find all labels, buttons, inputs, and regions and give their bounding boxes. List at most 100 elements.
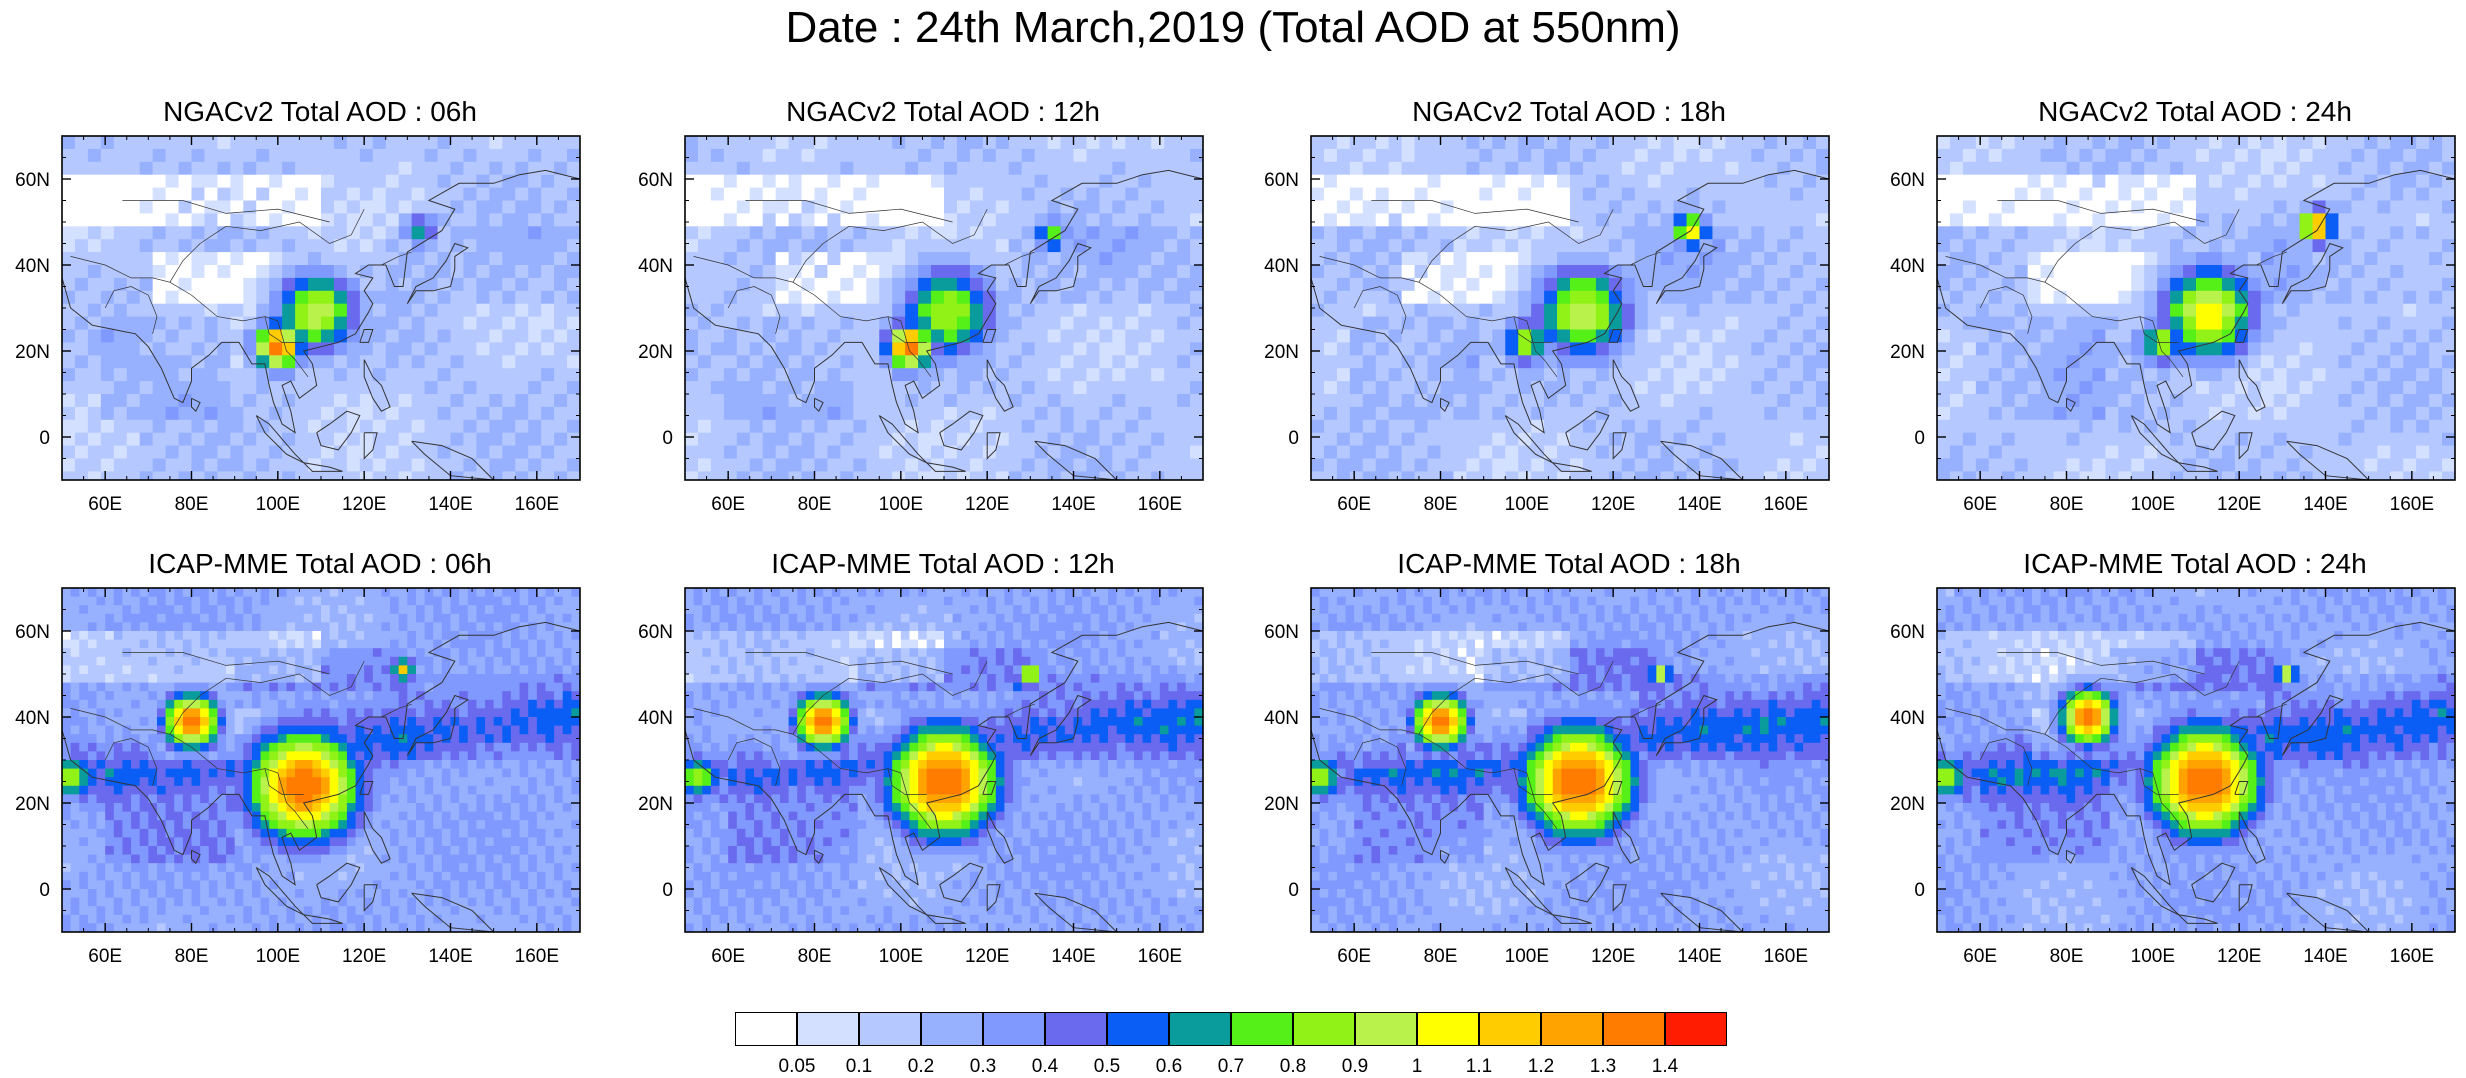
aod-cell	[2326, 355, 2340, 369]
aod-cell	[1976, 149, 1990, 163]
aod-cell	[347, 420, 361, 434]
aod-cell	[2015, 317, 2029, 331]
aod-cell	[1777, 291, 1791, 305]
aod-cell	[166, 342, 180, 356]
aod-cell	[892, 304, 906, 318]
aod-cell	[114, 304, 128, 318]
aod-cell	[157, 605, 166, 614]
aod-cell	[2338, 213, 2352, 227]
aod-cell	[2105, 330, 2119, 344]
aod-cell	[1518, 188, 1532, 202]
aod-cell	[1324, 446, 1338, 460]
aod-cell	[957, 381, 971, 395]
aod-cell	[2313, 136, 2327, 150]
aod-cell	[827, 239, 841, 253]
aod-cell	[1544, 471, 1558, 485]
aod-cell	[1803, 459, 1817, 473]
aod-cell	[2222, 355, 2236, 369]
aod-cell	[1311, 471, 1325, 485]
aod-cell	[2209, 278, 2223, 292]
aod-cell	[1816, 459, 1830, 473]
aod-cell	[71, 597, 80, 606]
aod-cell	[2105, 213, 2119, 227]
aod-cell	[1725, 304, 1739, 318]
aod-cell	[2364, 368, 2378, 382]
aod-cell	[827, 317, 841, 331]
aod-cell	[1505, 239, 1519, 253]
aod-cell	[192, 342, 206, 356]
aod-cell	[541, 368, 555, 382]
aod-cell	[502, 407, 516, 421]
aod-cell	[2067, 471, 2081, 485]
aod-cell	[1816, 368, 1830, 382]
aod-cell	[386, 239, 400, 253]
aod-cell	[1074, 330, 1088, 344]
aod-cell	[2028, 149, 2042, 163]
aod-cell	[2183, 175, 2197, 189]
aod-cell	[97, 605, 106, 614]
aod-cell	[256, 471, 270, 485]
aod-cell	[356, 605, 365, 614]
aod-cell	[2235, 355, 2249, 369]
aod-cell	[1518, 446, 1532, 460]
aod-cell	[261, 605, 270, 614]
aod-cell	[1337, 201, 1351, 215]
aod-cell	[698, 291, 712, 305]
aod-cell	[2364, 188, 2378, 202]
aod-cell	[1389, 368, 1403, 382]
aod-cell	[2041, 201, 2055, 215]
aod-cell	[425, 304, 439, 318]
aod-cell	[554, 226, 568, 240]
aod-cell	[554, 278, 568, 292]
aod-cell	[724, 239, 738, 253]
aod-cell	[2338, 446, 2352, 460]
aod-cell	[451, 597, 460, 606]
aod-cell	[1086, 420, 1100, 434]
aod-cell	[2390, 471, 2404, 485]
aod-cell	[1035, 239, 1049, 253]
aod-cell	[789, 213, 803, 227]
aod-cell	[528, 394, 542, 408]
aod-cell	[1725, 420, 1739, 434]
aod-cell	[1531, 304, 1545, 318]
aod-cell	[545, 597, 554, 606]
aod-cell	[1687, 317, 1701, 331]
aod-cell	[2338, 355, 2352, 369]
aod-cell	[1453, 278, 1467, 292]
aod-cell	[1125, 394, 1139, 408]
aod-cell	[2092, 162, 2106, 176]
aod-cell	[563, 597, 572, 606]
aod-cell	[1138, 291, 1152, 305]
aod-cell	[1337, 433, 1351, 447]
aod-cell	[390, 597, 399, 606]
aod-cell	[347, 368, 361, 382]
aod-cell	[1505, 446, 1519, 460]
aod-cell	[2364, 213, 2378, 227]
aod-cell	[1074, 317, 1088, 331]
aod-cell	[1531, 407, 1545, 421]
aod-cell	[685, 330, 699, 344]
aod-cell	[685, 175, 699, 189]
aod-cell	[1138, 330, 1152, 344]
aod-cell	[1324, 433, 1338, 447]
aod-cell	[1086, 149, 1100, 163]
aod-cell	[442, 588, 451, 597]
aod-cell	[2028, 226, 2042, 240]
aod-cell	[970, 381, 984, 395]
aod-cell	[528, 588, 537, 597]
aod-cell	[698, 355, 712, 369]
aod-cell	[827, 188, 841, 202]
aod-cell	[554, 407, 568, 421]
aod-cell	[1151, 355, 1165, 369]
aod-cell	[737, 471, 751, 485]
aod-cell	[763, 420, 777, 434]
aod-cell	[2300, 446, 2314, 460]
aod-cell	[2235, 188, 2249, 202]
aod-cell	[2054, 188, 2068, 202]
aod-cell	[2183, 394, 2197, 408]
aod-cell	[1712, 278, 1726, 292]
aod-cell	[698, 239, 712, 253]
aod-cell	[192, 446, 206, 460]
aod-cell	[101, 304, 115, 318]
aod-cell	[1712, 394, 1726, 408]
